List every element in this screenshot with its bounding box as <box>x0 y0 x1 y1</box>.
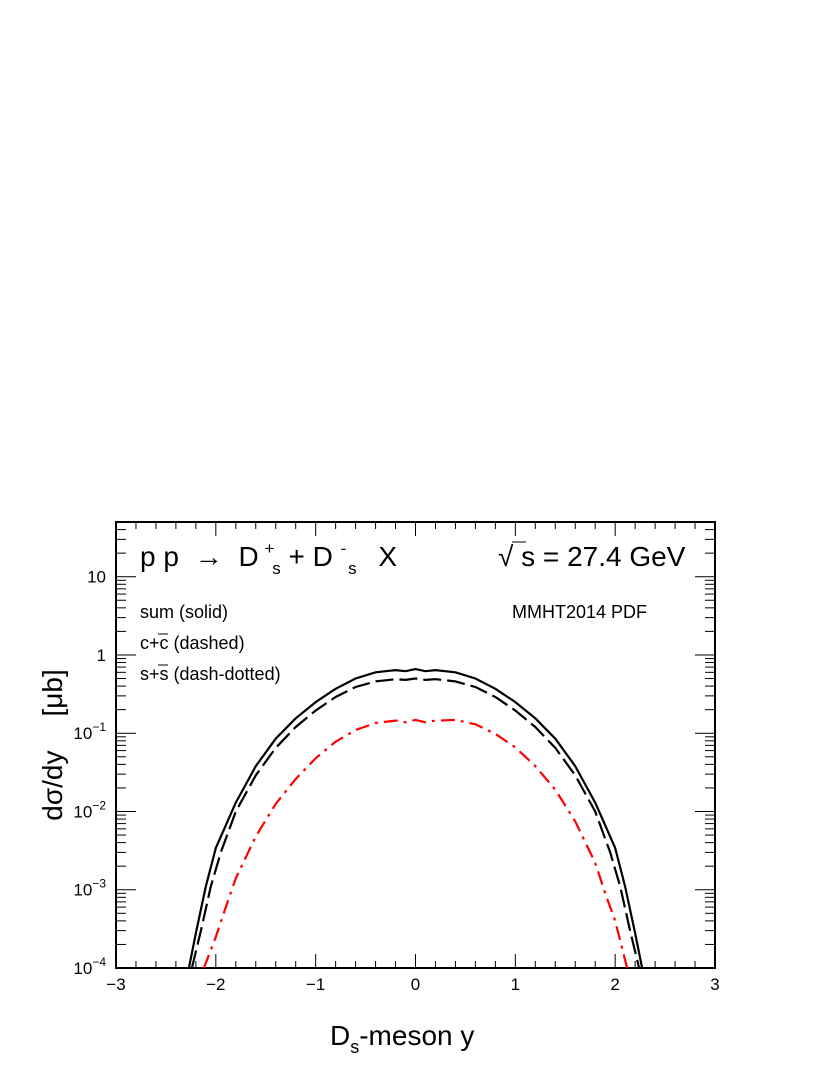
y-tick-label: 1 <box>97 646 106 665</box>
legend-ccbar-bar: c <box>160 633 169 653</box>
title-plus-mid: + <box>289 541 305 572</box>
y-tick-label: 10 <box>87 568 106 587</box>
legend-ccbar-pre: c+ <box>140 633 160 653</box>
energy-label: √ s = 27.4 GeV <box>498 541 686 572</box>
title-x: X <box>378 541 397 572</box>
title-minus-sup: - <box>341 539 347 558</box>
x-tick-label: 2 <box>610 975 619 994</box>
y-axis-label: dσ/dy [μb] <box>37 669 68 820</box>
x-axis-label: Ds-meson y <box>330 1020 474 1057</box>
title-d2: D <box>313 541 333 572</box>
title-d1: D <box>239 541 259 572</box>
x-tick-label: 3 <box>710 975 719 994</box>
x-tick-label: −3 <box>106 975 125 994</box>
series-sum-line <box>187 668 644 968</box>
axis-ticks <box>115 521 716 969</box>
sqrt-symbol: √ <box>498 541 514 572</box>
y-tick-label: 10−4 <box>73 955 106 978</box>
ylabel-main: dσ/dy <box>37 751 68 821</box>
legend-ccbar-post: (dashed) <box>169 633 245 653</box>
title-s2-sub: s <box>348 559 357 578</box>
plot-frame <box>115 521 716 969</box>
chart-title: p p → D + s + D - s X <box>140 529 397 580</box>
x-tick-label: 1 <box>511 975 520 994</box>
x-tick-label: −1 <box>306 975 325 994</box>
legend-ssbar-post: (dash-dotted) <box>169 664 281 684</box>
y-tick-label: 10−2 <box>73 798 106 821</box>
svg-text:dσ/dy[μb]: dσ/dy [μb] <box>37 669 68 820</box>
x-tick-label: 0 <box>411 975 420 994</box>
ylabel-unit: [μb] <box>37 669 68 716</box>
legend-ssbar-pre: s+ <box>140 664 160 684</box>
title-pp: p p <box>140 541 179 572</box>
y-tick-label: 10−3 <box>73 877 106 900</box>
legend-sum: sum (solid) <box>140 602 228 622</box>
legend-ssbar: s+s (dash-dotted) <box>140 664 281 684</box>
xlabel-main: D <box>330 1020 350 1051</box>
x-tick-label: −2 <box>206 975 225 994</box>
series-ccbar-line <box>190 677 641 968</box>
title-s1-sub: s <box>272 559 281 578</box>
xlabel-rest: -meson y <box>359 1020 474 1051</box>
legend-ccbar: c+c (dashed) <box>140 633 245 653</box>
y-tick-labels: 10−4 10−3 10−2 10−1 1 10 <box>73 568 106 978</box>
x-tick-labels: −3 −2 −1 0 1 2 3 <box>106 975 719 994</box>
title-arrow: → <box>195 541 223 572</box>
legend-ssbar-bar: s <box>160 664 169 684</box>
energy-text: s = 27.4 GeV <box>521 541 686 572</box>
pdf-label: MMHT2014 PDF <box>512 602 647 622</box>
data-curves <box>187 668 644 968</box>
title-plus-sup: + <box>265 539 275 558</box>
xlabel-sub: s <box>350 1037 359 1057</box>
series-ssbar-line <box>202 718 629 968</box>
y-tick-label: 10−1 <box>73 720 106 743</box>
